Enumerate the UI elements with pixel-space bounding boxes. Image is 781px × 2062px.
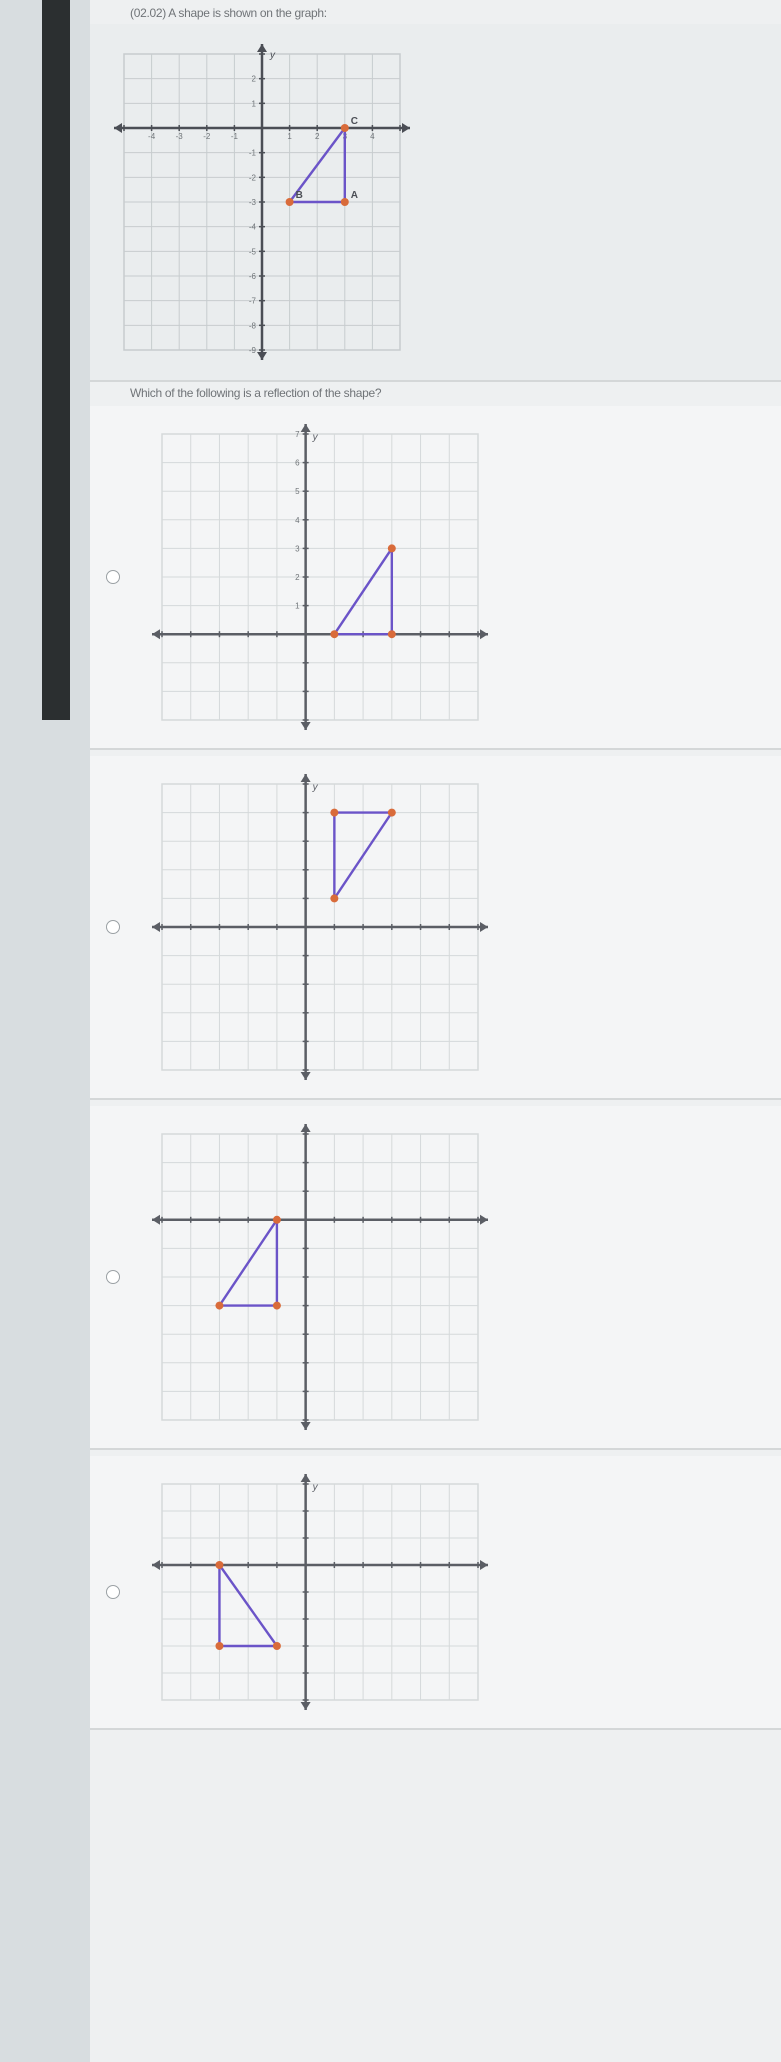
svg-text:A: A <box>351 190 358 201</box>
svg-text:-6: -6 <box>249 272 257 281</box>
svg-text:-3: -3 <box>176 132 184 141</box>
svg-text:-9: -9 <box>249 346 257 355</box>
svg-text:-7: -7 <box>249 297 257 306</box>
svg-text:2: 2 <box>252 75 257 84</box>
page-container: (02.02) A shape is shown on the graph: 1… <box>90 0 781 2062</box>
svg-text:1: 1 <box>287 132 292 141</box>
svg-text:-8: -8 <box>249 321 257 330</box>
option-a-panel[interactable]: 1 2 3 4 5 6 7 y <box>90 406 781 750</box>
svg-text:2: 2 <box>295 573 300 582</box>
svg-text:B: B <box>296 190 303 201</box>
option-c-panel[interactable] <box>90 1106 781 1450</box>
svg-text:-5: -5 <box>249 247 257 256</box>
svg-text:3: 3 <box>295 544 300 553</box>
svg-text:y: y <box>312 782 319 793</box>
svg-text:y: y <box>312 432 319 443</box>
svg-text:C: C <box>351 116 358 127</box>
svg-text:2: 2 <box>315 132 320 141</box>
svg-text:7: 7 <box>295 430 300 439</box>
question-prompt-1: (02.02) A shape is shown on the graph: <box>130 6 781 20</box>
option-c-radio[interactable] <box>106 1270 120 1284</box>
option-b-radio[interactable] <box>106 920 120 934</box>
svg-text:-2: -2 <box>249 173 257 182</box>
option-a-graph: 1 2 3 4 5 6 7 y <box>140 412 500 742</box>
svg-text:y: y <box>312 1482 319 1493</box>
option-a-radio[interactable] <box>106 570 120 584</box>
main-graph-panel: 12-1-2-3-4-5-6-7-8-91234-4-3-2-1ABCy <box>90 24 781 382</box>
option-b-graph: y <box>140 762 500 1092</box>
svg-text:1: 1 <box>295 602 300 611</box>
dark-side-strip <box>42 0 70 720</box>
option-d-graph: y <box>140 1462 500 1722</box>
main-graph: 12-1-2-3-4-5-6-7-8-91234-4-3-2-1ABCy <box>102 32 422 372</box>
svg-text:6: 6 <box>295 459 300 468</box>
option-c-graph <box>140 1112 500 1442</box>
svg-text:-1: -1 <box>249 149 257 158</box>
svg-text:4: 4 <box>370 132 375 141</box>
svg-text:-4: -4 <box>249 223 257 232</box>
svg-text:1: 1 <box>252 99 257 108</box>
svg-text:-1: -1 <box>231 132 239 141</box>
svg-text:y: y <box>269 50 276 61</box>
option-b-panel[interactable]: y <box>90 756 781 1100</box>
svg-text:5: 5 <box>295 487 300 496</box>
svg-text:-4: -4 <box>148 132 156 141</box>
svg-text:-2: -2 <box>203 132 211 141</box>
option-d-radio[interactable] <box>106 1585 120 1599</box>
svg-text:-3: -3 <box>249 198 257 207</box>
question-prompt-2: Which of the following is a reflection o… <box>130 386 781 400</box>
option-d-panel[interactable]: y <box>90 1456 781 1730</box>
svg-text:4: 4 <box>295 516 300 525</box>
